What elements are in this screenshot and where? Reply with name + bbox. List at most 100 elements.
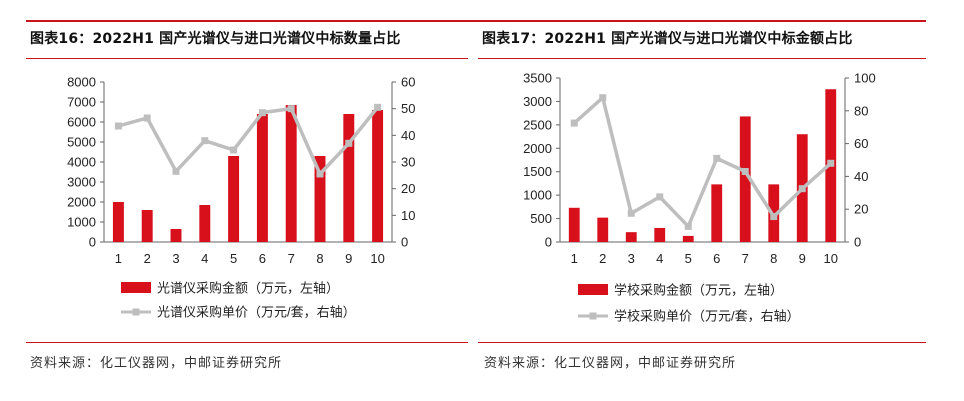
bar — [372, 110, 384, 242]
x-tick-label: 5 — [685, 251, 692, 266]
bar — [285, 105, 297, 242]
bar — [625, 232, 637, 242]
line-point — [741, 167, 749, 175]
left-y-tick-label: 2000 — [523, 141, 552, 156]
x-tick-label: 7 — [742, 251, 749, 266]
line-point — [798, 185, 806, 193]
x-tick-label: 10 — [824, 251, 838, 266]
x-tick-label: 3 — [628, 251, 635, 266]
left-bottom-rule — [26, 342, 468, 343]
line-point — [287, 105, 295, 113]
x-tick-label: 2 — [599, 251, 606, 266]
line-point — [345, 139, 353, 147]
legend-bar-label: 学校采购金额（万元，左轴） — [614, 283, 783, 298]
line-point — [827, 159, 835, 167]
right-y-tick-label: 80 — [854, 103, 868, 118]
right-y-tick-label: 0 — [854, 235, 861, 250]
x-tick-label: 4 — [656, 251, 663, 266]
bar — [711, 184, 723, 242]
right-y-tick-label: 60 — [854, 136, 868, 151]
left-y-tick-label: 3500 — [523, 71, 552, 86]
line-point — [201, 137, 209, 145]
x-tick-label: 1 — [571, 251, 578, 266]
right-y-tick-label: 0 — [401, 235, 408, 250]
line-point — [770, 213, 778, 221]
line-point — [599, 94, 607, 102]
left-y-tick-label: 2000 — [67, 195, 96, 210]
line-point — [143, 114, 151, 122]
right-y-tick-label: 40 — [401, 128, 415, 143]
right-y-tick-label: 10 — [401, 208, 415, 223]
x-tick-label: 4 — [201, 251, 208, 266]
top-red-rule — [26, 20, 926, 22]
right-y-tick-label: 60 — [401, 75, 415, 90]
line-point — [713, 154, 721, 162]
right-chart-title: 图表17：2022H1 国产光谱仪与进口光谱仪中标金额占比 — [482, 31, 853, 47]
left-source-note: 资料来源：化工仪器网，中邮证券研究所 — [30, 356, 283, 371]
bar — [228, 156, 240, 242]
line-point — [570, 119, 578, 127]
x-tick-label: 8 — [770, 251, 777, 266]
left-y-tick-label: 1000 — [523, 188, 552, 203]
bar — [739, 116, 751, 242]
price-line — [117, 106, 379, 176]
right-bottom-rule — [478, 342, 926, 343]
legend-line-label: 光谱仪采购单价（万元/套，右轴） — [157, 305, 356, 320]
right-y-tick-label: 100 — [854, 71, 876, 86]
left-y-tick-label: 8000 — [67, 75, 96, 90]
x-tick-label: 3 — [172, 251, 179, 266]
x-tick-label: 7 — [288, 251, 295, 266]
line-point — [656, 193, 664, 201]
bar — [568, 207, 580, 242]
line-point — [684, 222, 692, 230]
line-point — [374, 103, 382, 111]
right-y-tick-label: 50 — [401, 101, 415, 116]
left-y-tick-label: 500 — [530, 211, 552, 226]
x-tick-label: 10 — [370, 251, 384, 266]
x-tick-label: 1 — [115, 251, 122, 266]
bar — [654, 227, 666, 242]
left-bar-line-chart: 0 1000 2000 3000 4000 5000 6000 7000 8000 0 10 20 30… — [67, 75, 415, 320]
x-tick-label: 9 — [345, 251, 352, 266]
line-point — [627, 209, 635, 217]
bar — [141, 210, 153, 242]
legend-bar-label: 光谱仪采购金额（万元，左轴） — [157, 281, 339, 296]
right-source-note: 资料来源：化工仪器网，中邮证券研究所 — [484, 356, 737, 371]
right-y-tick-label: 20 — [854, 202, 868, 217]
bar — [682, 235, 694, 242]
x-tick-label: 8 — [316, 251, 323, 266]
bar — [112, 202, 124, 242]
left-y-tick-label: 2500 — [523, 117, 552, 132]
left-y-tick-label: 7000 — [67, 95, 96, 110]
left-y-tick-label: 6000 — [67, 115, 96, 130]
right-y-tick-label: 20 — [401, 181, 415, 196]
x-tick-label: 2 — [144, 251, 151, 266]
left-y-tick-label: 4000 — [67, 155, 96, 170]
left-y-tick-label: 1500 — [523, 164, 552, 179]
legend-bar-swatch — [121, 282, 151, 293]
line-point — [316, 170, 324, 178]
left-title-underline — [26, 58, 468, 59]
left-y-tick-label: 3000 — [523, 94, 552, 109]
bar — [256, 114, 268, 242]
x-tick-label: 5 — [230, 251, 237, 266]
price-line — [573, 95, 832, 229]
legend-line-label: 学校采购单价（万元/套，右轴） — [614, 309, 800, 324]
legend-line-marker — [589, 312, 597, 320]
line-point — [230, 146, 238, 154]
left-y-tick-label: 0 — [89, 235, 96, 250]
x-tick-label: 9 — [799, 251, 806, 266]
right-bar-line-chart: 0 500 1000 1500 2000 2500 3000 3500 0 20 40 60 80 100… — [523, 71, 876, 324]
x-tick-label: 6 — [259, 251, 266, 266]
bar — [597, 217, 609, 242]
left-y-tick-label: 0 — [545, 235, 552, 250]
line-point — [258, 109, 266, 117]
x-tick-label: 6 — [713, 251, 720, 266]
bar — [343, 114, 355, 242]
bar — [199, 205, 211, 242]
bar — [170, 229, 182, 242]
left-chart-title: 图表16：2022H1 国产光谱仪与进口光谱仪中标数量占比 — [30, 31, 401, 47]
legend-line-marker — [132, 308, 140, 316]
right-title-underline — [478, 58, 926, 59]
line-point — [172, 167, 180, 175]
